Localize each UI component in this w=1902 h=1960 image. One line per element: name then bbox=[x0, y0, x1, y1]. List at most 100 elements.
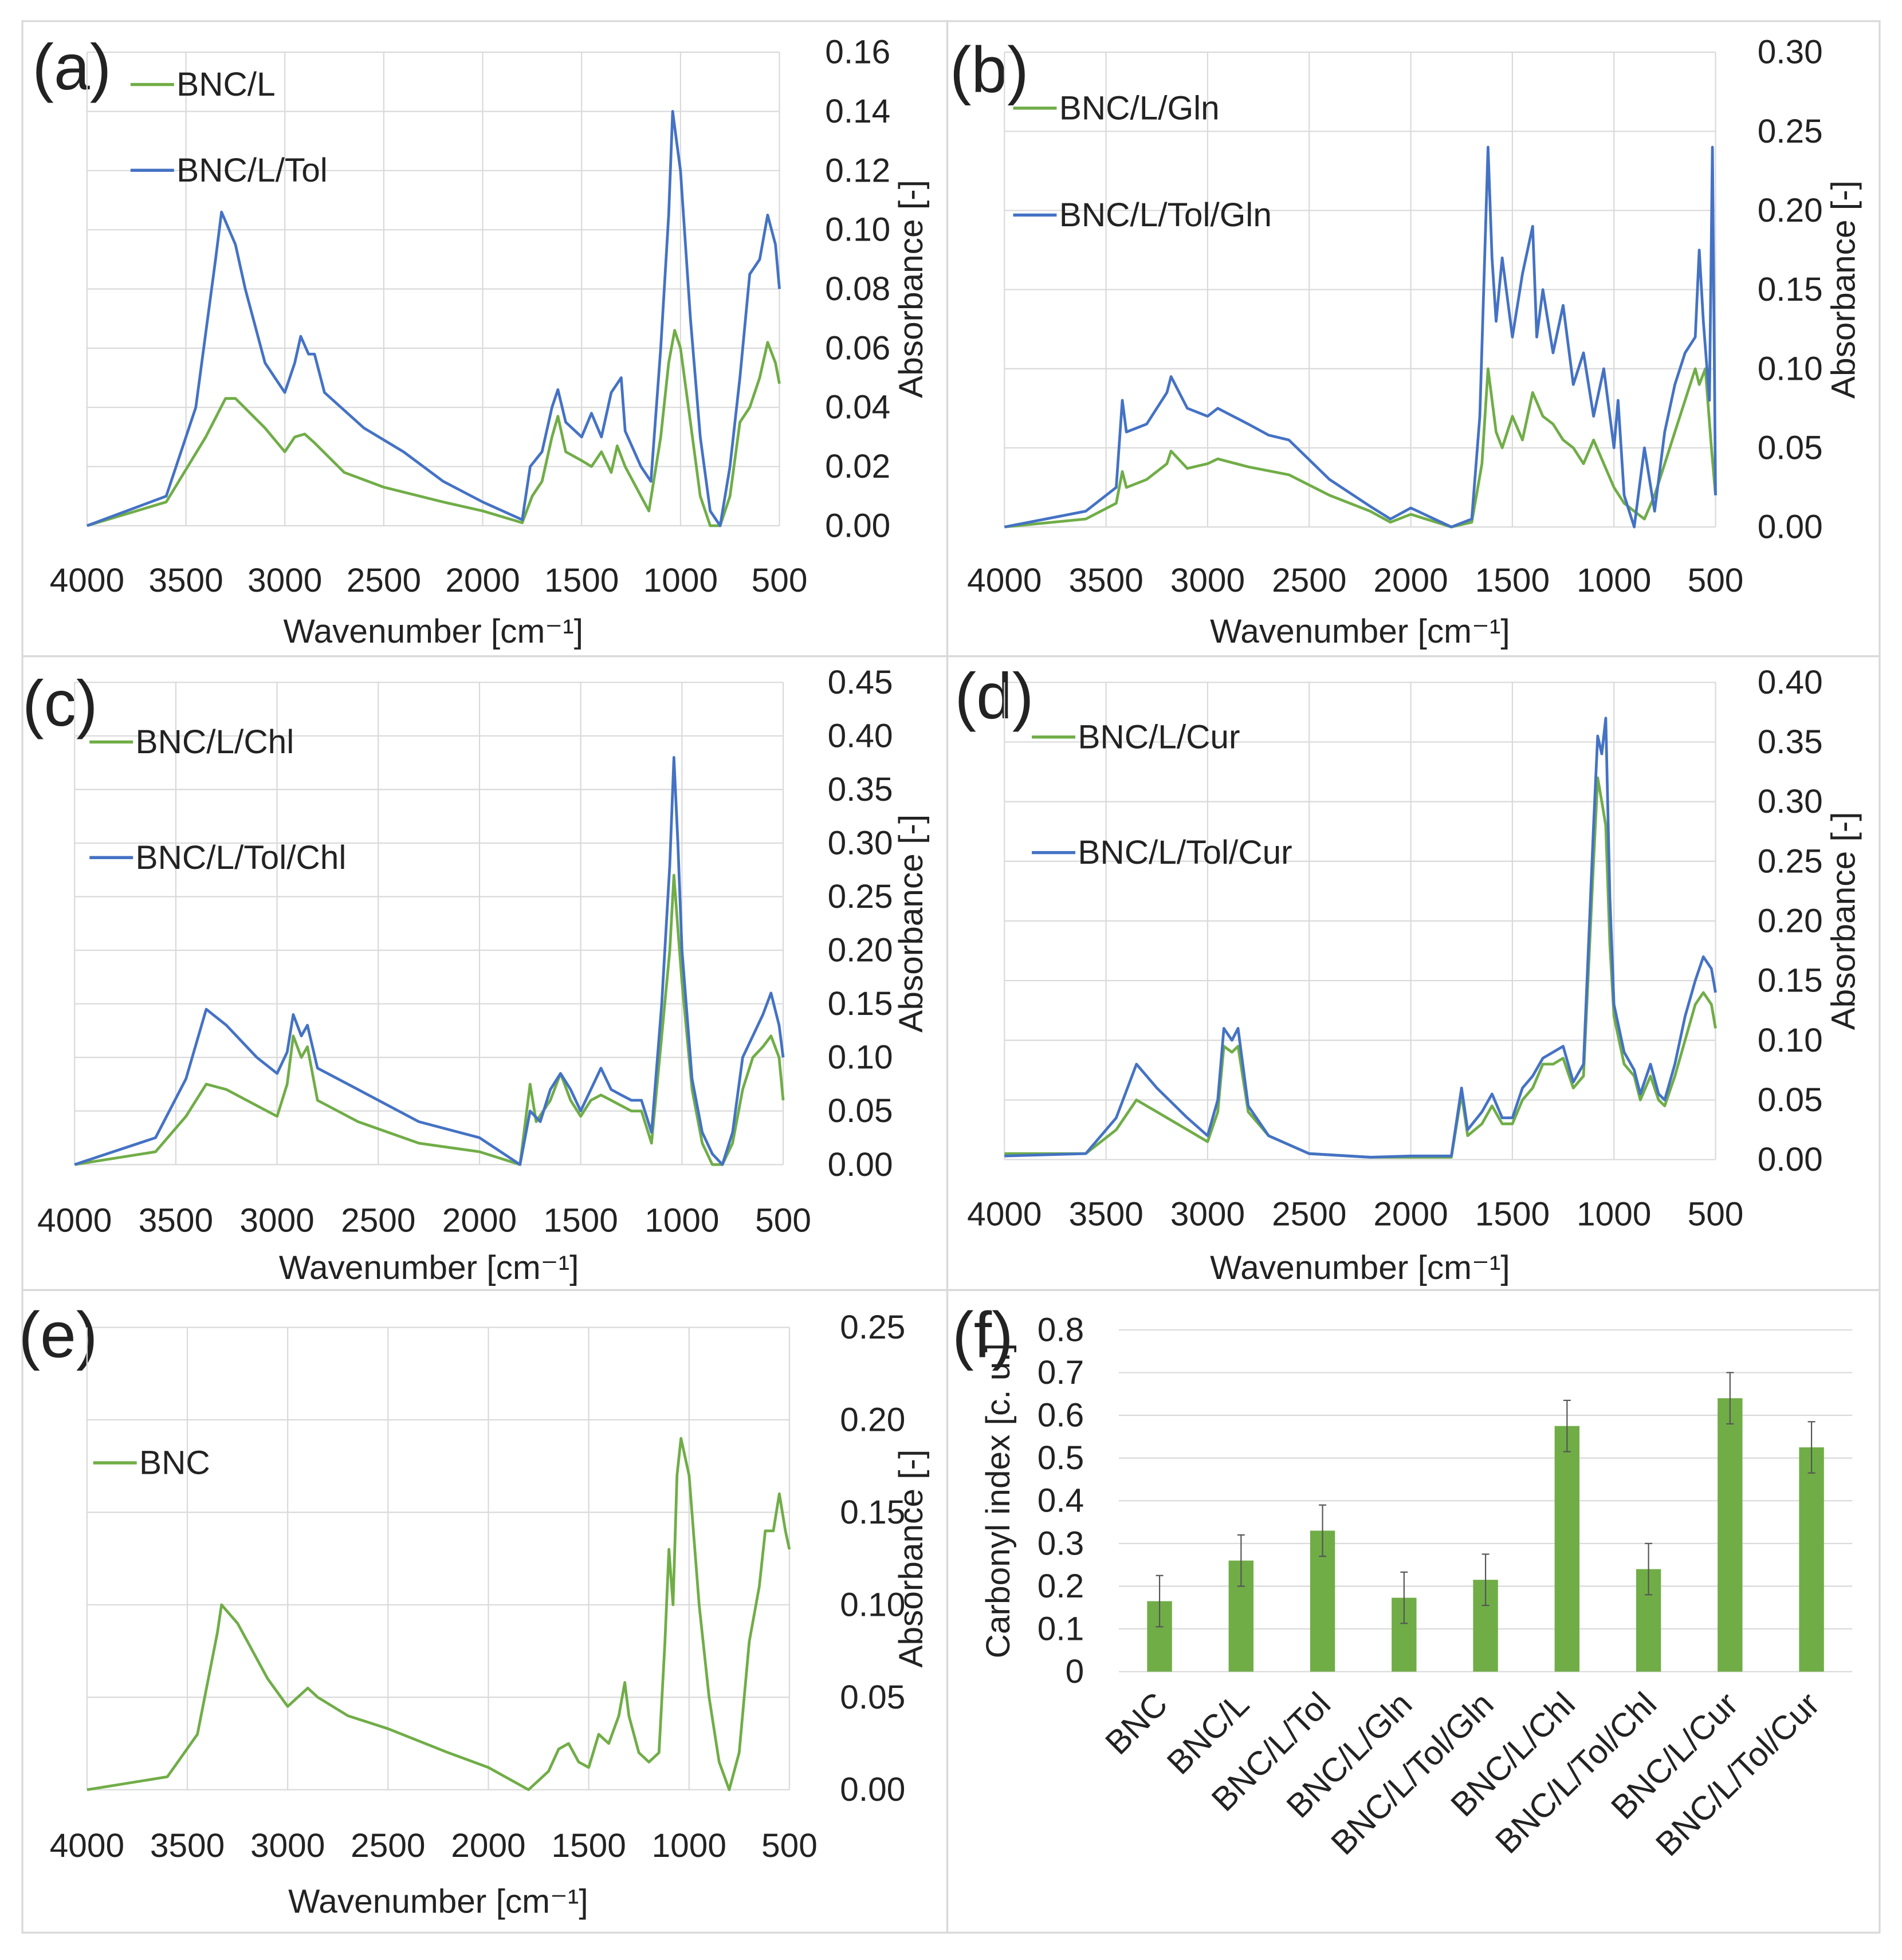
x-tick-label: 3000 bbox=[250, 1827, 325, 1864]
y-tick-label: 0.10 bbox=[840, 1586, 905, 1623]
x-tick-label: 2000 bbox=[442, 1202, 517, 1239]
x-tick-label: 3500 bbox=[148, 562, 223, 599]
y-tick-label: 0.40 bbox=[828, 717, 893, 754]
y-tick-label: 0.3 bbox=[1038, 1525, 1084, 1562]
y-tick-label: 0.00 bbox=[840, 1771, 905, 1808]
x-tick-label: 1500 bbox=[544, 1202, 618, 1239]
x-tick-label: 2500 bbox=[341, 1202, 415, 1239]
panel-frame bbox=[21, 20, 949, 658]
series-line-bnc-l bbox=[87, 329, 781, 528]
series-line-bnc bbox=[87, 1436, 791, 1792]
series-line-bnc-l-gln bbox=[1004, 367, 1717, 529]
y-tick-label: 0.05 bbox=[828, 1092, 893, 1129]
x-axis-label: Wavenumber [cm⁻¹] bbox=[1210, 1249, 1510, 1286]
y-tick-label: 0.00 bbox=[828, 1146, 893, 1183]
y-tick-label: 0.15 bbox=[1758, 271, 1823, 308]
y-tick-label: 0.30 bbox=[1758, 783, 1823, 820]
y-axis-label: Absorbance [-] bbox=[893, 1450, 930, 1668]
x-tick-label: 2000 bbox=[1373, 1196, 1448, 1233]
legend-label: BNC/L/Tol/Chl bbox=[136, 839, 347, 876]
x-tick-label: 1500 bbox=[1475, 562, 1550, 599]
panel-f: 0 0.1 0.2 0.3 0.4 0.5 0.6 0.7 0.8 Carbonyl index … bbox=[946, 1289, 1881, 1934]
x-tick-label: 1500 bbox=[551, 1827, 626, 1864]
x-tick-label: 4000 bbox=[50, 1827, 124, 1864]
legend-label: BNC/L/Tol/Gln bbox=[1059, 196, 1272, 234]
y-axis-label: Absorbance [-] bbox=[893, 180, 930, 398]
x-tick-label: 3000 bbox=[1170, 562, 1245, 599]
bar bbox=[1799, 1447, 1824, 1672]
y-tick-label: 0.05 bbox=[1758, 1081, 1823, 1119]
y-tick-label: 0.30 bbox=[1758, 34, 1823, 71]
x-tick-label: 3500 bbox=[139, 1202, 213, 1239]
y-tick-label: 0.8 bbox=[1038, 1311, 1084, 1348]
y-tick-label: 0.15 bbox=[840, 1494, 905, 1531]
y-tick-label: 0.15 bbox=[1758, 962, 1823, 999]
x-tick-label: 500 bbox=[761, 1827, 818, 1864]
panel-frame bbox=[946, 1289, 1881, 1934]
x-tick-label: 3500 bbox=[1068, 1196, 1143, 1233]
y-tick-label: 0.20 bbox=[1758, 192, 1823, 229]
y-tick-label: 0.25 bbox=[1758, 113, 1823, 150]
y-tick-label: 0.10 bbox=[825, 211, 890, 249]
panel-label: (b) bbox=[950, 34, 1029, 106]
x-tick-label: 3000 bbox=[247, 562, 322, 599]
x-tick-label: 2000 bbox=[1373, 562, 1448, 599]
y-tick-label: 0.04 bbox=[825, 389, 890, 426]
x-tick-label: 2000 bbox=[451, 1827, 525, 1864]
y-tick-label: 0.35 bbox=[828, 771, 893, 808]
y-tick-label: 0.4 bbox=[1038, 1482, 1084, 1520]
y-tick-label: 0.20 bbox=[828, 932, 893, 969]
x-axis-label: Wavenumber [cm⁻¹] bbox=[279, 1249, 579, 1286]
x-tick-label: 3000 bbox=[1170, 1196, 1245, 1233]
panel-label: (a) bbox=[32, 31, 111, 103]
legend-label: BNC/L/Tol/Cur bbox=[1078, 834, 1292, 871]
y-tick-label: 0.1 bbox=[1038, 1611, 1084, 1648]
x-tick-label: 2500 bbox=[1272, 562, 1346, 599]
x-tick-label: 1000 bbox=[643, 562, 718, 599]
x-tick-label: 500 bbox=[755, 1202, 811, 1239]
panel-d: 0.00 0.05 0.10 0.15 0.20 0.25 0.30 0.35 0.40 Abso… bbox=[946, 655, 1881, 1292]
x-tick-label: 1000 bbox=[1577, 562, 1651, 599]
panel-c: 0.00 0.05 0.10 0.15 0.20 0.25 0.30 0.35 0.40 0.45… bbox=[21, 655, 949, 1292]
y-tick-label: 0.20 bbox=[1758, 902, 1823, 939]
y-tick-label: 0.15 bbox=[828, 985, 893, 1022]
x-tick-label: 4000 bbox=[967, 1196, 1042, 1233]
panel-label: (d) bbox=[955, 660, 1034, 732]
y-tick-label: 0 bbox=[1066, 1653, 1084, 1690]
x-tick-label: 2500 bbox=[347, 562, 421, 599]
x-tick-label: 4000 bbox=[50, 562, 124, 599]
x-tick-label: 1000 bbox=[645, 1202, 719, 1239]
x-tick-label: 3500 bbox=[150, 1827, 225, 1864]
y-tick-label: 0.02 bbox=[825, 448, 890, 485]
panel-a: 0.00 0.02 0.04 0.06 0.08 0.10 0.12 0.14 0.16 Abso… bbox=[21, 20, 949, 658]
bar bbox=[1718, 1398, 1743, 1672]
panel-e: 0.00 0.05 0.10 0.15 0.20 0.25 Absorbance [-] (e… bbox=[19, 1289, 949, 1934]
y-tick-label: 0.12 bbox=[825, 152, 890, 189]
y-axis-label: Carbonyl index [c. u.] bbox=[980, 1343, 1017, 1658]
y-tick-label: 0.25 bbox=[828, 878, 893, 915]
panel-label: (e) bbox=[19, 1299, 98, 1371]
series-line-bnc-l-tol-gln bbox=[1004, 145, 1717, 529]
y-tick-label: 0.06 bbox=[825, 329, 890, 367]
panel-b: 0.00 0.05 0.10 0.15 0.20 0.25 0.30 Absorbance [… bbox=[946, 20, 1881, 658]
x-tick-label: 3000 bbox=[239, 1202, 314, 1239]
x-tick-label: 1500 bbox=[1475, 1196, 1550, 1233]
y-tick-label: 0.45 bbox=[828, 664, 893, 701]
y-tick-label: 0.30 bbox=[828, 824, 893, 861]
x-tick-label: 500 bbox=[1688, 562, 1744, 599]
y-tick-label: 0.10 bbox=[1758, 350, 1823, 387]
y-tick-label: 0.16 bbox=[825, 34, 890, 71]
y-axis-label: Absorbance [-] bbox=[1825, 812, 1862, 1030]
x-tick-label: 2500 bbox=[1272, 1196, 1346, 1233]
y-axis-label: Absorbance [-] bbox=[893, 814, 930, 1033]
bar bbox=[1554, 1426, 1580, 1672]
y-tick-label: 0.7 bbox=[1038, 1354, 1084, 1391]
y-tick-label: 0.6 bbox=[1038, 1397, 1084, 1434]
panel-label: (f) bbox=[952, 1299, 1013, 1371]
category-label: BNC bbox=[1098, 1686, 1174, 1762]
x-tick-label: 500 bbox=[752, 562, 808, 599]
y-tick-label: 0.10 bbox=[1758, 1022, 1823, 1059]
legend-label: BNC/L/Chl bbox=[136, 723, 294, 761]
legend-label: BNC/L/Gln bbox=[1059, 89, 1220, 127]
